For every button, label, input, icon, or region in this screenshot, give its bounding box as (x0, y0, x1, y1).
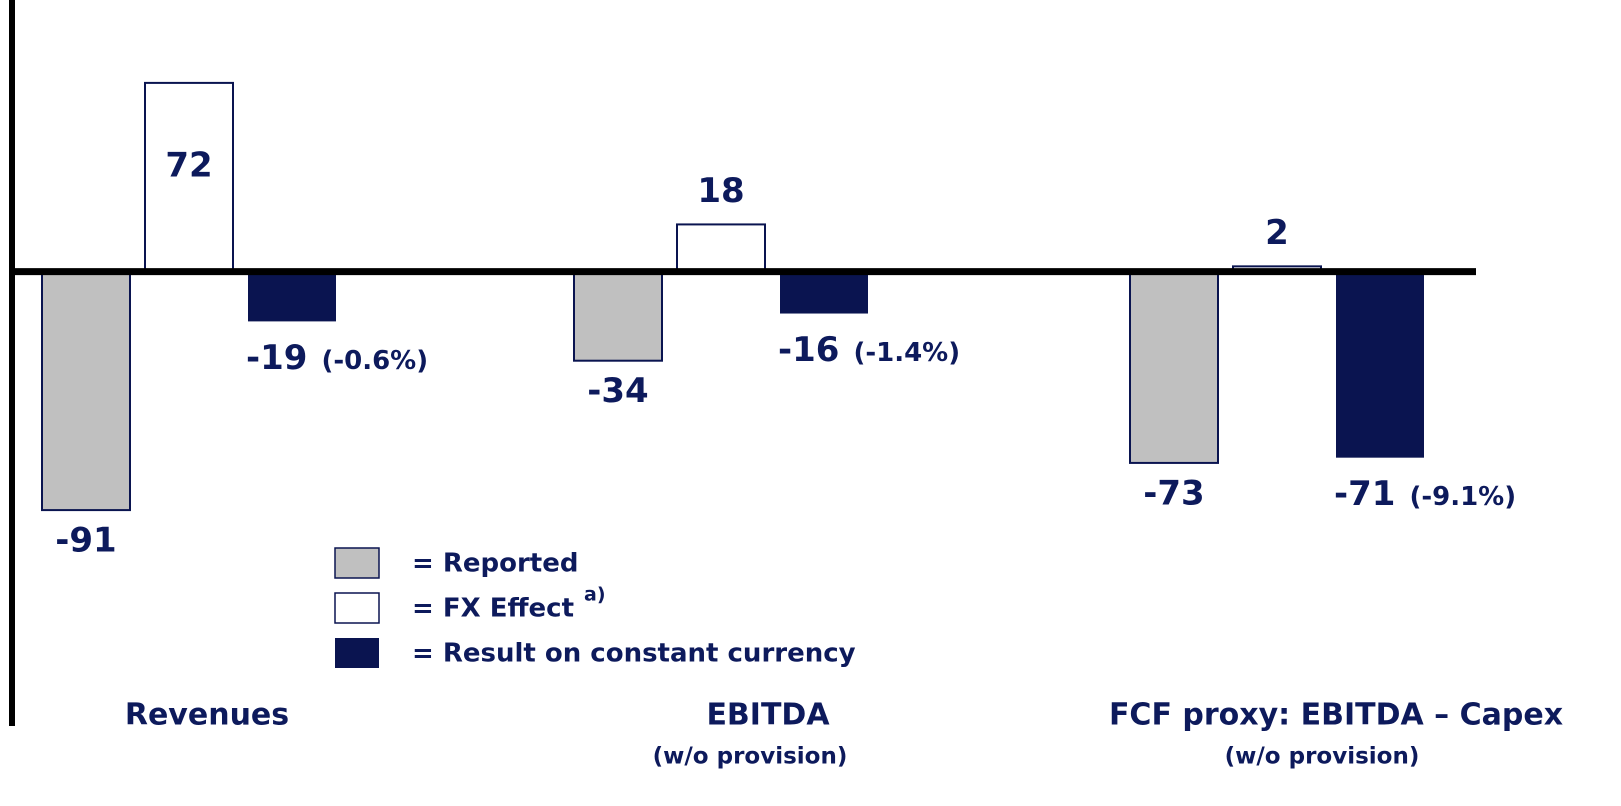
bar (780, 271, 868, 314)
legend-label: = Reported (412, 549, 578, 579)
value-label: 72 (165, 146, 212, 186)
legend-swatch (334, 592, 380, 624)
value-label: -73 (1143, 473, 1204, 513)
pct-label: (-9.1%) (1409, 482, 1516, 512)
legend-label: = FX Effect (412, 594, 574, 624)
value-label: -91 (55, 521, 116, 561)
x-tick-label: Revenues (125, 698, 289, 733)
x-tick-label: FCF proxy: EBITDA – Capex (1109, 698, 1563, 733)
legend-swatch (335, 638, 379, 668)
pct-label: (-1.4%) (853, 338, 960, 368)
value-label: 18 (697, 171, 744, 211)
value-label: -19 (246, 338, 307, 378)
category-note: (w/o provision) (653, 744, 848, 770)
legend-superscript: a) (584, 584, 606, 606)
legend-label: = Result on constant currency (412, 639, 856, 669)
value-label: 2 (1265, 213, 1289, 253)
bar (1129, 270, 1219, 464)
value-label: -71 (1334, 474, 1395, 514)
category-note: (w/o provision) (1225, 744, 1420, 770)
bar (573, 270, 663, 362)
bar (248, 271, 336, 322)
bar (41, 270, 131, 512)
bar (1336, 271, 1424, 458)
pct-label: (-0.6%) (321, 346, 428, 376)
legend-swatch (334, 547, 380, 579)
value-label: -34 (587, 371, 648, 411)
value-label: -16 (778, 330, 839, 370)
bar (676, 223, 766, 273)
x-tick-label: EBITDA (706, 698, 830, 733)
